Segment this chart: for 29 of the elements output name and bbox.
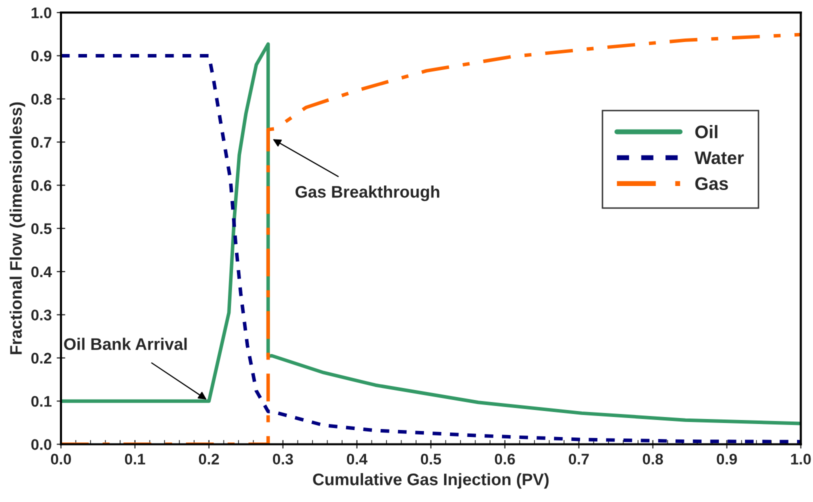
- y-tick-label: 0.2: [31, 352, 52, 364]
- y-tick-label: 0.4: [31, 266, 52, 278]
- x-tick-label: 0.3: [272, 454, 293, 465]
- annotation: Gas Breakthrough: [296, 186, 440, 202]
- y-tick-label: 0.0: [31, 439, 52, 450]
- legend-label: Gas: [695, 177, 728, 190]
- x-tick-label: 0.1: [124, 454, 146, 465]
- x-tick-label: 0.0: [50, 454, 71, 465]
- x-tick-label: 0.9: [716, 454, 737, 465]
- y-axis-title: Fractional Flow (dimensionless): [10, 102, 26, 354]
- x-tick-label: 0.4: [346, 454, 368, 465]
- y-tick-label: 0.1: [31, 396, 52, 407]
- y-tick-label: 0.8: [31, 94, 52, 105]
- legend-label: Water: [694, 152, 744, 164]
- x-tick-label: 0.8: [642, 454, 663, 465]
- y-tick-label: 1.0: [32, 7, 52, 18]
- legend-label: Oil: [695, 125, 718, 138]
- y-tick-label: 0.9: [31, 50, 52, 62]
- y-tick-label: 0.3: [31, 310, 52, 320]
- x-axis-title: Cumulative Gas Injection (PV): [313, 473, 549, 489]
- y-tick-label: 0.7: [31, 136, 52, 148]
- x-tick-label: 0.7: [568, 454, 589, 465]
- x-tick-label: 1.0: [791, 454, 811, 465]
- annotation: Oil Bank Arrival: [64, 338, 187, 350]
- y-tick-label: 0.6: [31, 180, 52, 191]
- x-tick-label: 0.5: [420, 454, 442, 465]
- y-tick-label: 0.5: [31, 223, 52, 234]
- x-tick-label: 0.2: [198, 454, 219, 465]
- x-tick-label: 0.6: [494, 454, 515, 465]
